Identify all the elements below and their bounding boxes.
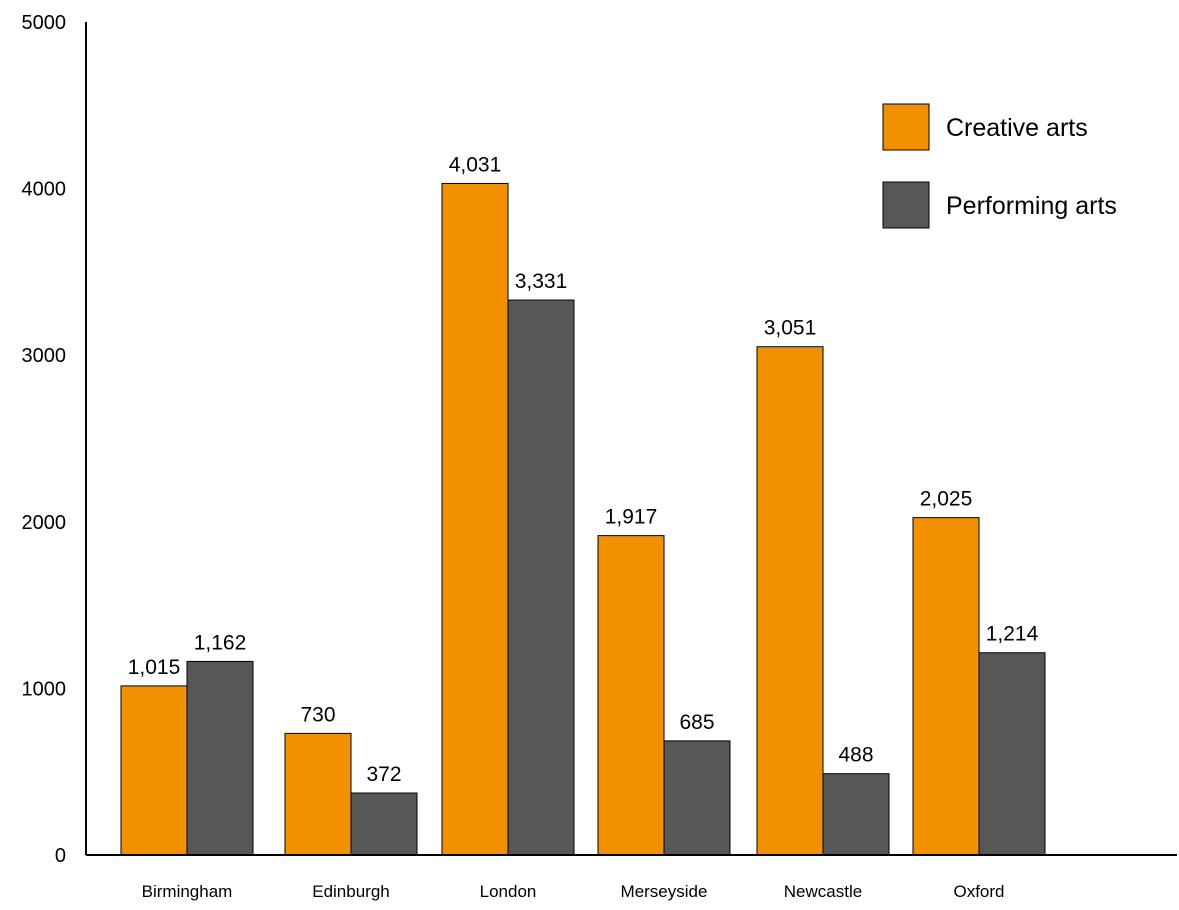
y-tick-label: 1000 bbox=[22, 678, 67, 700]
y-tick-label: 5000 bbox=[22, 12, 67, 34]
data-label: 488 bbox=[838, 744, 873, 767]
y-tick-label: 4000 bbox=[22, 179, 67, 201]
x-tick-label-merseyside: Merseyside bbox=[621, 882, 708, 901]
bar-edinburgh-performing-arts bbox=[350, 792, 418, 856]
y-axis-ticks: 0 1000 2000 3000 4000 5000 bbox=[22, 12, 67, 867]
legend-swatch-creative-arts bbox=[882, 103, 930, 151]
x-tick-label-newcastle: Newcastle bbox=[784, 882, 862, 901]
bar-london-creative-arts bbox=[441, 182, 509, 856]
legend: Creative arts Performing arts bbox=[882, 103, 1117, 229]
data-label: 2,025 bbox=[920, 488, 973, 511]
x-tick-label-london: London bbox=[480, 882, 537, 901]
bar-london-performing-arts bbox=[507, 299, 575, 856]
bar-edinburgh-creative-arts bbox=[284, 732, 352, 856]
data-label: 730 bbox=[300, 703, 335, 726]
bar-merseyside-creative-arts bbox=[597, 535, 665, 856]
data-label: 685 bbox=[679, 711, 714, 734]
bar-oxford-performing-arts bbox=[978, 652, 1046, 856]
legend-swatch-performing-arts bbox=[882, 181, 930, 229]
x-tick-label-oxford: Oxford bbox=[953, 882, 1004, 901]
bar-merseyside-performing-arts bbox=[663, 740, 731, 856]
x-tick-label-birmingham: Birmingham bbox=[142, 882, 233, 901]
x-axis-category-labels: Birmingham Edinburgh London Merseyside Newca… bbox=[142, 882, 1005, 901]
bar-newcastle-creative-arts bbox=[756, 346, 824, 856]
x-tick-label-edinburgh: Edinburgh bbox=[312, 882, 390, 901]
legend-label-creative-arts: Creative arts bbox=[946, 114, 1088, 142]
data-label: 3,331 bbox=[515, 270, 568, 293]
y-tick-label: 2000 bbox=[22, 512, 67, 534]
data-labels: 1,015 1,162 730 372 4,031 3,331 1,917 685 3,051 4… bbox=[128, 153, 1039, 786]
data-label: 1,162 bbox=[194, 631, 247, 654]
y-tick-label: 0 bbox=[55, 845, 66, 867]
bar-birmingham-creative-arts bbox=[120, 685, 188, 856]
data-label: 3,051 bbox=[764, 317, 817, 340]
data-label: 1,214 bbox=[986, 623, 1039, 646]
bar-marks bbox=[120, 182, 1046, 856]
data-label: 4,031 bbox=[449, 153, 502, 176]
y-tick-label: 3000 bbox=[22, 345, 67, 367]
bar-oxford-creative-arts bbox=[912, 517, 980, 856]
legend-label-performing-arts: Performing arts bbox=[946, 192, 1117, 220]
bar-birmingham-performing-arts bbox=[186, 660, 254, 856]
bar-newcastle-performing-arts bbox=[822, 773, 890, 856]
data-label: 1,015 bbox=[128, 656, 181, 679]
data-label: 372 bbox=[366, 763, 401, 786]
data-label: 1,917 bbox=[605, 506, 658, 529]
